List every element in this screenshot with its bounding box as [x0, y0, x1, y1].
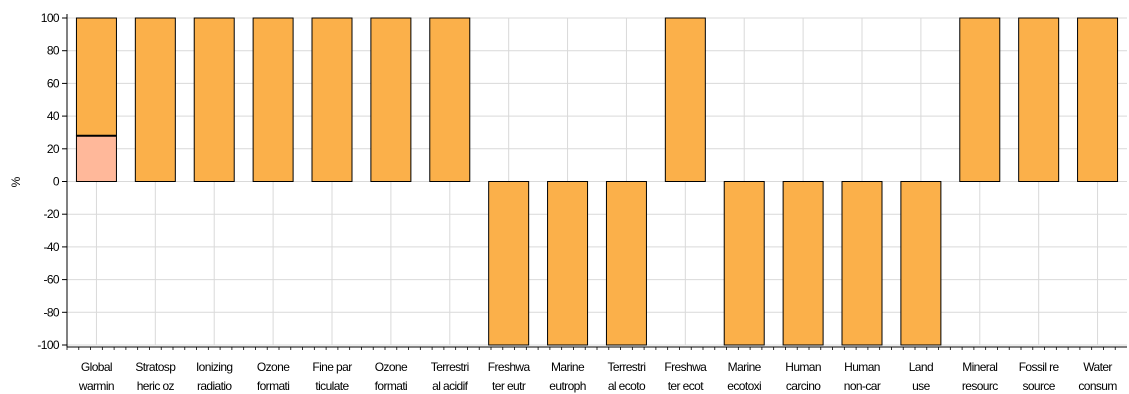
bar: [488, 181, 530, 346]
bar: [193, 17, 235, 182]
x-tick-label: Ozone: [375, 360, 408, 374]
bar: [605, 181, 647, 346]
x-tick-label: Human: [844, 360, 880, 374]
x-tick-label: warmin: [78, 379, 114, 393]
x-tick-label: radiatio: [197, 379, 232, 393]
x-tick-label: Terrestri: [431, 360, 469, 374]
y-tick-label: 20: [47, 142, 60, 156]
x-tick-label: Human: [785, 360, 821, 374]
y-tick-label: 80: [47, 44, 60, 58]
x-tick-label: carcino: [786, 379, 821, 393]
x-tick-label: Land: [909, 360, 933, 374]
x-tick-label: Terrestri: [607, 360, 645, 374]
y-tick-label: 60: [47, 76, 60, 90]
bar: [723, 181, 765, 346]
bar: [134, 17, 176, 182]
x-tick-label: non-car: [844, 379, 881, 393]
bar: [1077, 17, 1119, 182]
x-tick-label: ter eutr: [492, 379, 526, 393]
x-tick-label: ecotoxi: [727, 379, 761, 393]
axes: [62, 14, 1127, 350]
bars: [75, 17, 1119, 346]
x-tick-label: al ecoto: [608, 379, 646, 393]
y-tick-label: -60: [43, 273, 59, 287]
bar: [252, 17, 294, 182]
y-tick-label: 0: [53, 175, 60, 189]
bar: [782, 181, 824, 346]
x-tick-label: resourc: [962, 379, 998, 393]
x-tick-label: consum: [1078, 379, 1117, 393]
y-tick-label: -20: [43, 207, 59, 221]
x-tick-label: use: [912, 379, 930, 393]
bar: [900, 181, 942, 346]
y-tick-label: -100: [37, 338, 60, 352]
x-tick-label: al acidif: [432, 379, 469, 393]
x-tick-label: formati: [375, 379, 407, 393]
x-tick-label: heric oz: [137, 379, 175, 393]
bar: [547, 181, 589, 346]
y-tick-labels: 100 80 60 40 20 0 -20 -40 -60 -80 -100: [37, 11, 60, 352]
bar: [75, 17, 117, 137]
x-tick-label: eutroph: [549, 379, 586, 393]
bar: [429, 17, 471, 182]
x-tick-label: Freshwa: [488, 360, 531, 374]
bar-segment-lower: [75, 135, 117, 182]
y-tick-label: -40: [43, 240, 59, 254]
x-tick-label: ter ecot: [668, 379, 704, 393]
y-axis-label: %: [9, 176, 23, 187]
x-tick-label: Fossil re: [1019, 360, 1060, 374]
bar: [311, 17, 353, 182]
y-tick-label: -80: [43, 305, 59, 319]
x-tick-labels: Global warmin Stratosp heric oz Ionizing radi…: [78, 360, 1118, 393]
x-tick-label: Marine: [551, 360, 585, 374]
x-tick-label: source: [1022, 379, 1055, 393]
bar: [370, 17, 412, 182]
x-tick-label: Mineral: [962, 360, 997, 374]
x-tick-label: Stratosp: [135, 360, 176, 374]
bar: [1018, 17, 1060, 182]
y-tick-label: 100: [41, 11, 60, 25]
bar: [664, 17, 706, 182]
x-tick-label: Ionizing: [196, 360, 233, 374]
bar: [841, 181, 883, 346]
x-tick-label: Fine par: [312, 360, 352, 374]
x-tick-label: formati: [257, 379, 289, 393]
x-tick-label: Global: [81, 360, 112, 374]
x-tick-label: Ozone: [257, 360, 290, 374]
x-tick-label: Water: [1083, 360, 1112, 374]
x-tick-label: Freshwa: [664, 360, 707, 374]
y-tick-label: 40: [47, 109, 60, 123]
x-tick-label: ticulate: [315, 379, 349, 393]
bar: [959, 17, 1001, 182]
x-tick-label: Marine: [728, 360, 762, 374]
